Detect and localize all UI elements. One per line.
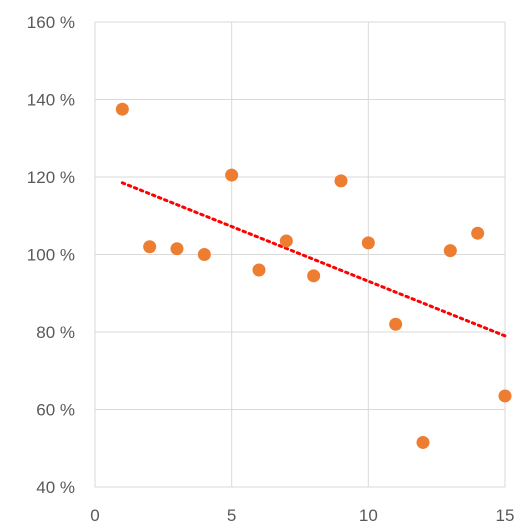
data-point xyxy=(225,168,239,182)
data-point xyxy=(443,244,457,258)
x-axis-tick-labels: 0 5 10 15 xyxy=(90,506,514,525)
trendline xyxy=(120,181,507,338)
grid xyxy=(94,21,506,488)
x-tick-label: 10 xyxy=(359,506,378,525)
y-tick-label: 160 % xyxy=(27,13,75,32)
data-point xyxy=(471,226,485,240)
y-tick-label: 40 % xyxy=(36,478,75,497)
data-point xyxy=(143,240,157,254)
y-axis-tick-labels: 40 % 60 % 80 % 100 % 120 % 140 % 160 % xyxy=(27,13,75,497)
data-point xyxy=(115,102,129,116)
data-point xyxy=(361,236,375,250)
x-tick-label: 5 xyxy=(227,506,236,525)
data-points xyxy=(115,102,512,449)
data-point xyxy=(416,435,430,449)
trendline-layer xyxy=(120,181,507,338)
y-tick-label: 140 % xyxy=(27,91,75,110)
x-tick-label: 15 xyxy=(496,506,515,525)
data-point xyxy=(498,389,512,403)
y-tick-label: 100 % xyxy=(27,246,75,265)
x-tick-label: 0 xyxy=(90,506,99,525)
y-tick-label: 60 % xyxy=(36,401,75,420)
data-point xyxy=(307,269,321,283)
y-tick-label: 120 % xyxy=(27,168,75,187)
y-tick-label: 80 % xyxy=(36,323,75,342)
data-point xyxy=(252,263,266,277)
data-point xyxy=(197,248,211,261)
data-point xyxy=(279,234,293,248)
data-point xyxy=(170,242,184,256)
data-point xyxy=(389,317,403,331)
data-point xyxy=(334,174,348,188)
